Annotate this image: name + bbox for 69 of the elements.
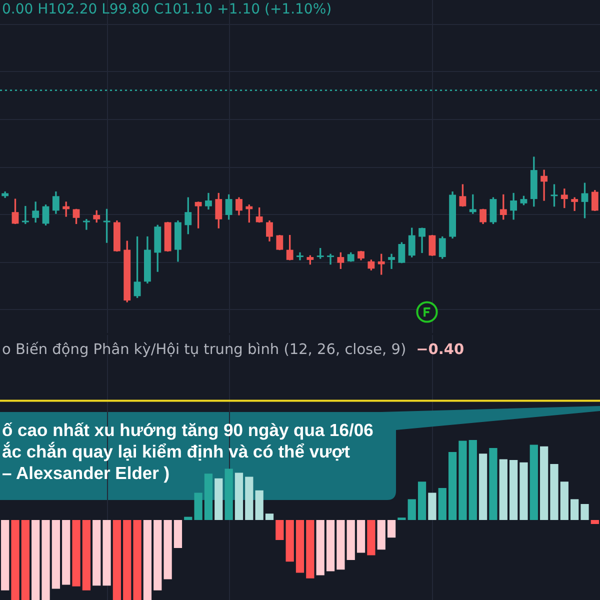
bar <box>560 482 568 520</box>
bar <box>306 520 314 578</box>
bar <box>1 520 10 590</box>
bar <box>92 520 101 586</box>
bar <box>174 520 182 548</box>
bar <box>245 476 254 520</box>
bar <box>520 462 528 520</box>
bar <box>499 459 508 520</box>
bar <box>478 454 488 520</box>
bar <box>234 472 244 520</box>
bar <box>62 520 70 585</box>
bar <box>102 520 111 586</box>
bar <box>82 520 91 590</box>
bar <box>194 492 202 520</box>
bar <box>448 452 457 520</box>
candlestick <box>82 219 90 230</box>
bar <box>367 520 376 556</box>
bar <box>143 520 152 600</box>
bar <box>316 520 324 576</box>
bar <box>550 464 558 520</box>
bar <box>570 499 579 520</box>
bar <box>458 440 467 520</box>
bar <box>346 520 355 560</box>
bar <box>184 516 192 520</box>
bar <box>112 520 122 600</box>
bar <box>540 446 548 520</box>
chart-title: o Biến động Phân kỳ/Hội tụ trung bình (12, 26, close, 9) <box>2 340 406 358</box>
bar <box>286 520 294 562</box>
candlestick <box>540 170 548 201</box>
bar <box>204 474 213 520</box>
bar <box>265 514 274 520</box>
bar <box>377 520 386 550</box>
bar <box>214 478 223 520</box>
bar <box>530 444 538 520</box>
bar <box>356 520 366 553</box>
bar <box>123 520 132 600</box>
bar <box>590 520 599 524</box>
annotation: ố cao nhất xu hướng tăng 90 ngày qua 16/06 ắc chắn quay lại kiểm định và có thể vượt – Alexsander Elder ) <box>2 420 374 483</box>
bar <box>32 520 40 600</box>
bar <box>224 468 233 520</box>
bar <box>336 520 345 570</box>
bar <box>489 448 498 520</box>
bar <box>255 490 264 520</box>
bar <box>154 520 162 590</box>
bar <box>387 520 396 538</box>
bar <box>133 520 142 600</box>
bar <box>52 520 60 589</box>
candlestick <box>571 197 578 211</box>
candlestick <box>296 252 304 260</box>
bar <box>72 520 80 586</box>
bar <box>428 492 436 520</box>
chart-subtitle: −0.40 <box>416 342 464 358</box>
candlestick <box>22 206 29 224</box>
bar <box>42 520 50 600</box>
bar <box>468 440 477 520</box>
bar <box>21 520 30 600</box>
bar <box>11 520 20 600</box>
candlestick <box>327 254 334 265</box>
bar <box>418 482 426 520</box>
bar <box>276 520 284 540</box>
bar <box>296 520 304 573</box>
candlestick <box>388 254 395 269</box>
bar <box>580 504 589 520</box>
bar <box>438 488 446 520</box>
chart-title: 0.00 H102.20 L99.80 C101.10 +1.10 (+1.10%) <box>2 2 332 18</box>
bar <box>164 520 172 580</box>
bar <box>326 520 335 572</box>
bar <box>509 460 518 520</box>
bar <box>408 499 416 520</box>
